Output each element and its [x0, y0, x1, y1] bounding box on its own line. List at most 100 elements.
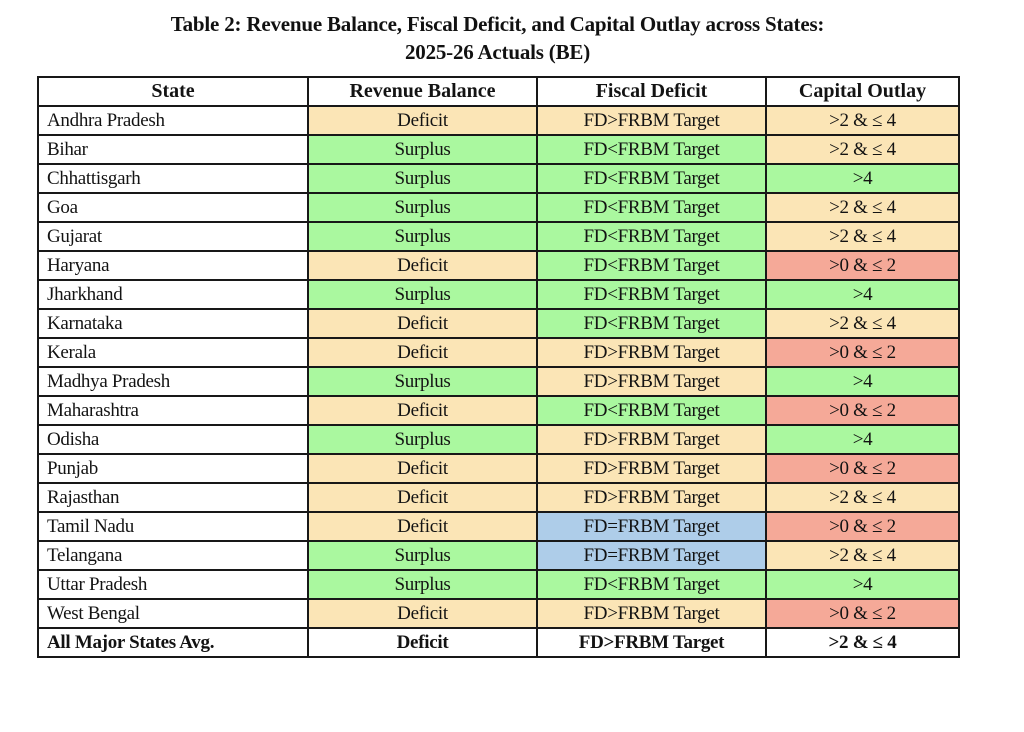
revenue-balance-cell: Surplus [307, 540, 538, 571]
state-cell: West Bengal [37, 598, 309, 629]
fiscal-deficit-cell: FD>FRBM Target [536, 598, 767, 629]
revenue-balance-cell: Deficit [307, 627, 538, 658]
table-body: Andhra Pradesh Deficit FD>FRBM Target >2 & … [37, 105, 960, 658]
capital-outlay-cell: >0 & ≤ 2 [765, 250, 960, 281]
table-title-line1: Table 2: Revenue Balance, Fiscal Deficit… [170, 12, 825, 36]
revenue-balance-cell: Deficit [307, 511, 538, 542]
table-row: All Major States Avg. Deficit FD>FRBM Targ… [37, 627, 960, 658]
table-row: Tamil Nadu Deficit FD=FRBM Target >0 & ≤ 2 [37, 511, 960, 542]
state-cell: Andhra Pradesh [37, 105, 309, 136]
state-cell: Madhya Pradesh [37, 366, 309, 397]
state-cell: Jharkhand [37, 279, 309, 310]
capital-outlay-cell: >2 & ≤ 4 [765, 627, 960, 658]
state-cell: Haryana [37, 250, 309, 281]
state-cell: Maharashtra [37, 395, 309, 426]
revenue-balance-cell: Deficit [307, 395, 538, 426]
state-cell: All Major States Avg. [37, 627, 309, 658]
fiscal-deficit-cell: FD>FRBM Target [536, 424, 767, 455]
capital-outlay-cell: >0 & ≤ 2 [765, 337, 960, 368]
header-row: State Revenue Balance Fiscal Deficit Capita… [37, 76, 960, 107]
table-row: Kerala Deficit FD>FRBM Target >0 & ≤ 2 [37, 337, 960, 368]
capital-outlay-cell: >2 & ≤ 4 [765, 308, 960, 339]
table-row: Haryana Deficit FD<FRBM Target >0 & ≤ 2 [37, 250, 960, 281]
fiscal-deficit-cell: FD>FRBM Target [536, 627, 767, 658]
revenue-balance-cell: Deficit [307, 453, 538, 484]
revenue-balance-cell: Surplus [307, 221, 538, 252]
table-row: Odisha Surplus FD>FRBM Target >4 [37, 424, 960, 455]
fiscal-deficit-cell: FD<FRBM Target [536, 221, 767, 252]
state-cell: Odisha [37, 424, 309, 455]
table-row: Rajasthan Deficit FD>FRBM Target >2 & ≤ 4 [37, 482, 960, 513]
table-row: Jharkhand Surplus FD<FRBM Target >4 [37, 279, 960, 310]
states-fiscal-table: State Revenue Balance Fiscal Deficit Capita… [37, 76, 960, 658]
state-cell: Bihar [37, 134, 309, 165]
state-cell: Telangana [37, 540, 309, 571]
capital-outlay-cell: >0 & ≤ 2 [765, 395, 960, 426]
revenue-balance-cell: Deficit [307, 482, 538, 513]
fiscal-deficit-cell: FD<FRBM Target [536, 308, 767, 339]
state-cell: Rajasthan [37, 482, 309, 513]
table-row: Andhra Pradesh Deficit FD>FRBM Target >2 & … [37, 105, 960, 136]
capital-outlay-cell: >2 & ≤ 4 [765, 192, 960, 223]
capital-outlay-cell: >0 & ≤ 2 [765, 453, 960, 484]
capital-outlay-cell: >2 & ≤ 4 [765, 134, 960, 165]
revenue-balance-cell: Surplus [307, 134, 538, 165]
revenue-balance-cell: Deficit [307, 308, 538, 339]
table-row: Bihar Surplus FD<FRBM Target >2 & ≤ 4 [37, 134, 960, 165]
state-cell: Gujarat [37, 221, 309, 252]
revenue-balance-cell: Surplus [307, 192, 538, 223]
fiscal-deficit-cell: FD<FRBM Target [536, 569, 767, 600]
state-cell: Uttar Pradesh [37, 569, 309, 600]
revenue-balance-cell: Deficit [307, 598, 538, 629]
fiscal-deficit-cell: FD<FRBM Target [536, 134, 767, 165]
capital-outlay-cell: >2 & ≤ 4 [765, 482, 960, 513]
table-row: Goa Surplus FD<FRBM Target >2 & ≤ 4 [37, 192, 960, 223]
capital-outlay-cell: >4 [765, 279, 960, 310]
capital-outlay-cell: >2 & ≤ 4 [765, 105, 960, 136]
fiscal-deficit-cell: FD>FRBM Target [536, 482, 767, 513]
state-cell: Tamil Nadu [37, 511, 309, 542]
capital-outlay-cell: >4 [765, 163, 960, 194]
state-cell: Punjab [37, 453, 309, 484]
revenue-balance-cell: Surplus [307, 163, 538, 194]
capital-outlay-cell: >2 & ≤ 4 [765, 221, 960, 252]
revenue-balance-cell: Surplus [307, 569, 538, 600]
table-row: Punjab Deficit FD>FRBM Target >0 & ≤ 2 [37, 453, 960, 484]
capital-outlay-cell: >2 & ≤ 4 [765, 540, 960, 571]
fiscal-deficit-cell: FD>FRBM Target [536, 105, 767, 136]
state-cell: Chhattisgarh [37, 163, 309, 194]
table-title-line2: 2025-26 Actuals (BE) [404, 40, 590, 64]
fiscal-deficit-cell: FD>FRBM Target [536, 453, 767, 484]
state-cell: Goa [37, 192, 309, 223]
table-row: Karnataka Deficit FD<FRBM Target >2 & ≤ 4 [37, 308, 960, 339]
fiscal-deficit-cell: FD<FRBM Target [536, 192, 767, 223]
capital-outlay-cell: >4 [765, 569, 960, 600]
capital-outlay-cell: >4 [765, 366, 960, 397]
fiscal-deficit-cell: FD>FRBM Target [536, 337, 767, 368]
table-title: Table 2: Revenue Balance, Fiscal Deficit… [37, 10, 958, 66]
state-cell: Kerala [37, 337, 309, 368]
fiscal-deficit-cell: FD<FRBM Target [536, 395, 767, 426]
table-row: Gujarat Surplus FD<FRBM Target >2 & ≤ 4 [37, 221, 960, 252]
fiscal-deficit-cell: FD=FRBM Target [536, 511, 767, 542]
capital-outlay-cell: >0 & ≤ 2 [765, 598, 960, 629]
column-header-fiscal-deficit: Fiscal Deficit [536, 76, 767, 107]
table-row: Telangana Surplus FD=FRBM Target >2 & ≤ 4 [37, 540, 960, 571]
column-header-revenue-balance: Revenue Balance [307, 76, 538, 107]
column-header-state: State [37, 76, 309, 107]
revenue-balance-cell: Surplus [307, 366, 538, 397]
table-row: Uttar Pradesh Surplus FD<FRBM Target >4 [37, 569, 960, 600]
fiscal-deficit-cell: FD=FRBM Target [536, 540, 767, 571]
state-cell: Karnataka [37, 308, 309, 339]
revenue-balance-cell: Surplus [307, 424, 538, 455]
column-header-capital-outlay: Capital Outlay [765, 76, 960, 107]
table-row: Maharashtra Deficit FD<FRBM Target >0 & ≤ 2 [37, 395, 960, 426]
capital-outlay-cell: >0 & ≤ 2 [765, 511, 960, 542]
revenue-balance-cell: Deficit [307, 105, 538, 136]
table-row: Chhattisgarh Surplus FD<FRBM Target >4 [37, 163, 960, 194]
revenue-balance-cell: Surplus [307, 279, 538, 310]
table-row: Madhya Pradesh Surplus FD>FRBM Target >4 [37, 366, 960, 397]
revenue-balance-cell: Deficit [307, 337, 538, 368]
fiscal-deficit-cell: FD>FRBM Target [536, 366, 767, 397]
fiscal-deficit-cell: FD<FRBM Target [536, 163, 767, 194]
